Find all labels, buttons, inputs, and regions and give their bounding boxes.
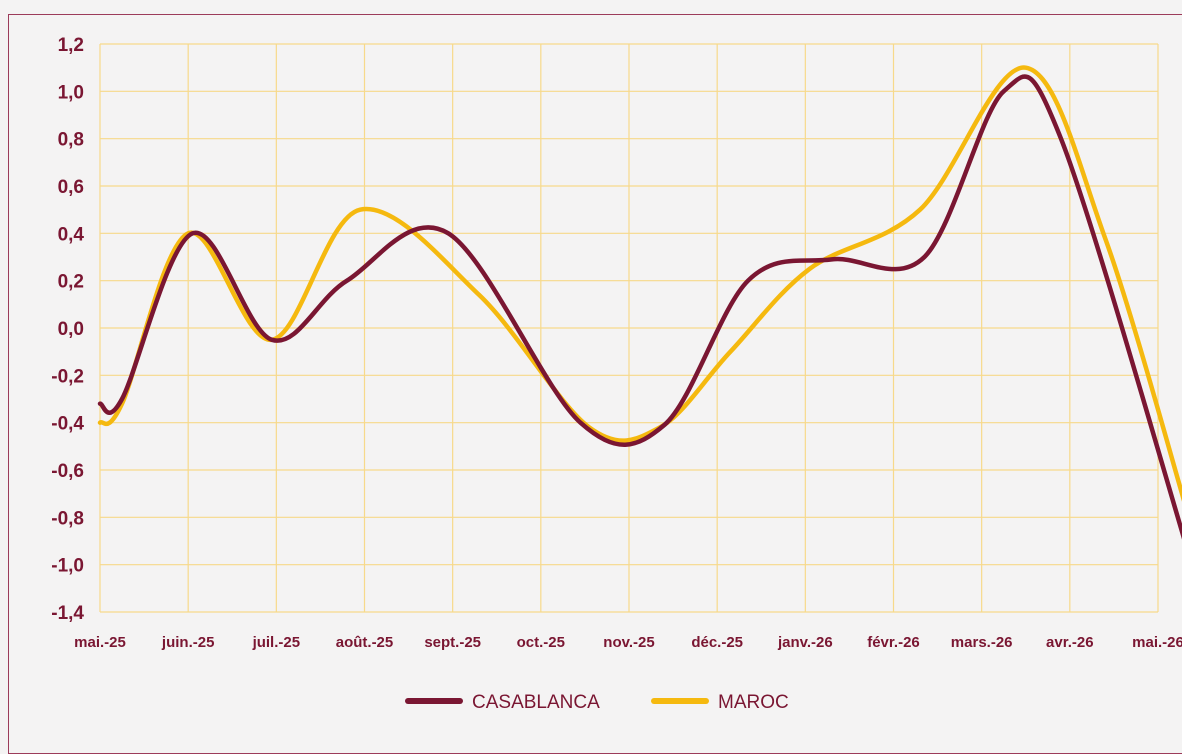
series-line-casablanca [97, 74, 1182, 540]
chart-frame [8, 14, 1182, 754]
y-axis: 1,2 1,0 0,8 0,6 0,4 0,2 0,0 -0,2 -0,4 -0,6 -0,8 -1,… [51, 35, 84, 624]
y-tick-label: 0,0 [58, 319, 84, 340]
x-tick-label: oct.-25 [517, 634, 565, 651]
legend: CASABLANCA MAROC [405, 692, 789, 713]
y-tick-label: 0,6 [58, 177, 84, 198]
x-tick-label: nov.-25 [603, 634, 654, 651]
y-tick-label: 1,2 [58, 35, 84, 56]
legend-label: MAROC [718, 692, 789, 713]
y-tick-label: -1,0 [51, 556, 84, 577]
x-tick-label: juil.-25 [252, 634, 301, 651]
y-tick-label: -0,4 [51, 414, 84, 435]
x-tick-label: avr.-26 [1046, 634, 1094, 651]
y-tick-label: 0,4 [58, 224, 85, 245]
y-tick-label: -0,8 [51, 508, 84, 529]
y-tick-label: -0,6 [51, 461, 84, 482]
x-tick-label: févr.-26 [867, 634, 920, 651]
series-line-maroc [97, 65, 1182, 502]
x-tick-label: mars.-26 [951, 634, 1013, 651]
legend-label: CASABLANCA [472, 692, 600, 713]
series-lines [97, 65, 1182, 540]
x-tick-label: sept.-25 [424, 634, 481, 651]
x-tick-label: mai.-26 [1132, 634, 1182, 651]
y-tick-label: 0,2 [58, 272, 84, 293]
y-tick-label: 1,0 [58, 82, 84, 103]
x-axis: mai.-25 juin.-25 juil.-25 août.-25 sept.-25 o… [74, 634, 1182, 651]
x-tick-label: déc.-25 [691, 634, 743, 651]
x-tick-label: janv.-26 [777, 634, 833, 651]
y-tick-label: 0,8 [58, 130, 84, 151]
x-tick-label: mai.-25 [74, 634, 126, 651]
x-tick-label: juin.-25 [161, 634, 215, 651]
x-tick-label: août.-25 [336, 634, 394, 651]
y-tick-label: -1,4 [51, 603, 84, 624]
y-tick-label: -0,2 [51, 366, 84, 387]
